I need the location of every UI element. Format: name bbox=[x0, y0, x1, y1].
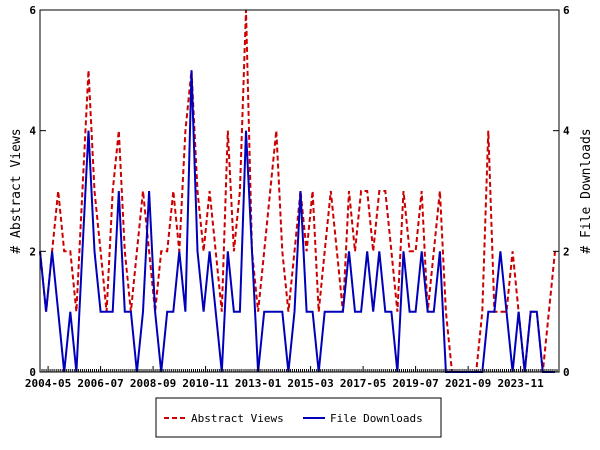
y-right-tick-label: 6 bbox=[563, 4, 570, 17]
x-tick-label: 2023-11 bbox=[497, 377, 544, 390]
legend-label-abstract-views: Abstract Views bbox=[191, 412, 284, 425]
series-line-abstract-views bbox=[39, 9, 556, 373]
y-left-tick-label: 6 bbox=[29, 4, 36, 17]
x-tick-label: 2006-07 bbox=[77, 377, 123, 390]
y-left-tick-label: 2 bbox=[29, 245, 36, 258]
y-right-tick-label: 0 bbox=[563, 366, 570, 379]
y-axis-left-title: # Abstract Views bbox=[9, 128, 24, 253]
x-tick-label: 2004-05 bbox=[25, 377, 71, 390]
chart-marks bbox=[39, 9, 556, 373]
y-right-tick-label: 4 bbox=[563, 125, 570, 138]
x-tick-label: 2021-09 bbox=[445, 377, 491, 390]
y-left-tick-label: 4 bbox=[29, 125, 36, 138]
series-line-file-downloads bbox=[39, 70, 555, 373]
y-axis-right-title: # File Downloads bbox=[579, 128, 594, 253]
x-minor-ticks bbox=[39, 369, 560, 372]
x-tick-label: 2017-05 bbox=[340, 377, 386, 390]
x-tick-label: 2008-09 bbox=[130, 377, 176, 390]
x-tick-label: 2010-11 bbox=[182, 377, 229, 390]
legend-box bbox=[155, 397, 442, 438]
x-tick-label: 2015-03 bbox=[287, 377, 333, 390]
y-right-tick-label: 2 bbox=[563, 245, 570, 258]
x-tick-label: 2019-07 bbox=[392, 377, 438, 390]
plot-area bbox=[39, 9, 560, 373]
axis-ticks: 2004-05 2006-07 2008-09 2010-11 2013-01 2015-… bbox=[25, 4, 570, 390]
legend-label-file-downloads: File Downloads bbox=[330, 412, 423, 425]
y-left-tick-label: 0 bbox=[29, 366, 36, 379]
x-tick-label: 2013-01 bbox=[235, 377, 282, 390]
legend: Abstract Views File Downloads bbox=[155, 397, 442, 438]
